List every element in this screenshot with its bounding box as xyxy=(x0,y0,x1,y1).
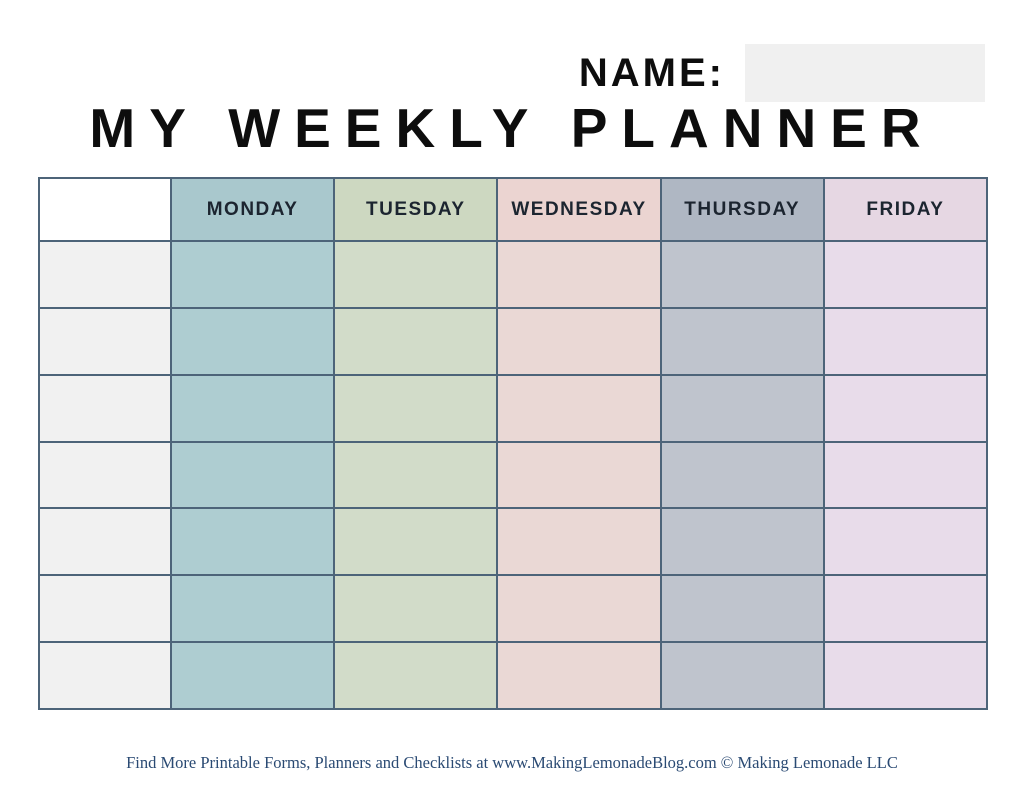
weekly-planner-table: MONDAY TUESDAY WEDNESDAY THURSDAY FRIDAY xyxy=(38,177,988,710)
planner-cell-monday-row5[interactable] xyxy=(172,509,334,575)
planner-cell-friday-row2[interactable] xyxy=(824,308,986,374)
planner-cell-wednesday-row4[interactable] xyxy=(498,442,660,508)
planner-cell-wednesday-row6[interactable] xyxy=(498,576,660,642)
planner-cell-thursday-row3[interactable] xyxy=(661,375,823,441)
name-row: NAME: xyxy=(579,44,985,102)
planner-cell-tuesday-row1[interactable] xyxy=(335,242,497,307)
planner-cell-tuesday-row6[interactable] xyxy=(335,576,497,642)
column-header-monday: MONDAY xyxy=(172,179,334,240)
planner-cell-blank-row3[interactable] xyxy=(40,375,170,441)
planner-cell-thursday-row7[interactable] xyxy=(661,643,823,708)
planner-cell-wednesday-row2[interactable] xyxy=(498,308,660,374)
planner-cell-wednesday-row5[interactable] xyxy=(498,509,660,575)
planner-cell-thursday-row5[interactable] xyxy=(661,509,823,575)
page-title: MY WEEKLY PLANNER xyxy=(89,97,935,159)
planner-cell-thursday-row2[interactable] xyxy=(661,308,823,374)
planner-cell-monday-row4[interactable] xyxy=(172,442,334,508)
planner-cell-tuesday-row3[interactable] xyxy=(335,375,497,441)
planner-cell-monday-row3[interactable] xyxy=(172,375,334,441)
planner-cell-friday-row3[interactable] xyxy=(824,375,986,441)
planner-cell-thursday-row6[interactable] xyxy=(661,576,823,642)
planner-cell-monday-row1[interactable] xyxy=(172,242,334,307)
planner-cell-tuesday-row7[interactable] xyxy=(335,643,497,708)
planner-cell-blank-row6[interactable] xyxy=(40,576,170,642)
planner-cell-tuesday-row2[interactable] xyxy=(335,308,497,374)
name-input-box[interactable] xyxy=(745,44,985,102)
column-header-friday: FRIDAY xyxy=(824,179,986,240)
planner-cell-monday-row2[interactable] xyxy=(172,308,334,374)
planner-cell-friday-row6[interactable] xyxy=(824,576,986,642)
planner-cell-thursday-row4[interactable] xyxy=(661,442,823,508)
footer-credit: Find More Printable Forms, Planners and … xyxy=(126,753,898,772)
planner-cell-blank-row5[interactable] xyxy=(40,509,170,575)
column-header-wednesday: WEDNESDAY xyxy=(498,179,660,240)
planner-cell-blank-row1[interactable] xyxy=(40,242,170,307)
planner-cell-friday-row4[interactable] xyxy=(824,442,986,508)
planner-cell-blank-row4[interactable] xyxy=(40,442,170,508)
column-header-thursday: THURSDAY xyxy=(661,179,823,240)
planner-cell-friday-row1[interactable] xyxy=(824,242,986,307)
planner-cell-tuesday-row4[interactable] xyxy=(335,442,497,508)
planner-cell-friday-row7[interactable] xyxy=(824,643,986,708)
planner-cell-monday-row6[interactable] xyxy=(172,576,334,642)
planner-cell-wednesday-row3[interactable] xyxy=(498,375,660,441)
column-header-blank xyxy=(40,179,170,240)
planner-cell-blank-row2[interactable] xyxy=(40,308,170,374)
name-label: NAME: xyxy=(578,50,725,95)
planner-cell-thursday-row1[interactable] xyxy=(661,242,823,307)
planner-cell-blank-row7[interactable] xyxy=(40,643,170,708)
planner-cell-monday-row7[interactable] xyxy=(172,643,334,708)
column-header-tuesday: TUESDAY xyxy=(335,179,497,240)
planner-cell-wednesday-row7[interactable] xyxy=(498,643,660,708)
planner-cell-friday-row5[interactable] xyxy=(824,509,986,575)
planner-cell-tuesday-row5[interactable] xyxy=(335,509,497,575)
planner-cell-wednesday-row1[interactable] xyxy=(498,242,660,307)
